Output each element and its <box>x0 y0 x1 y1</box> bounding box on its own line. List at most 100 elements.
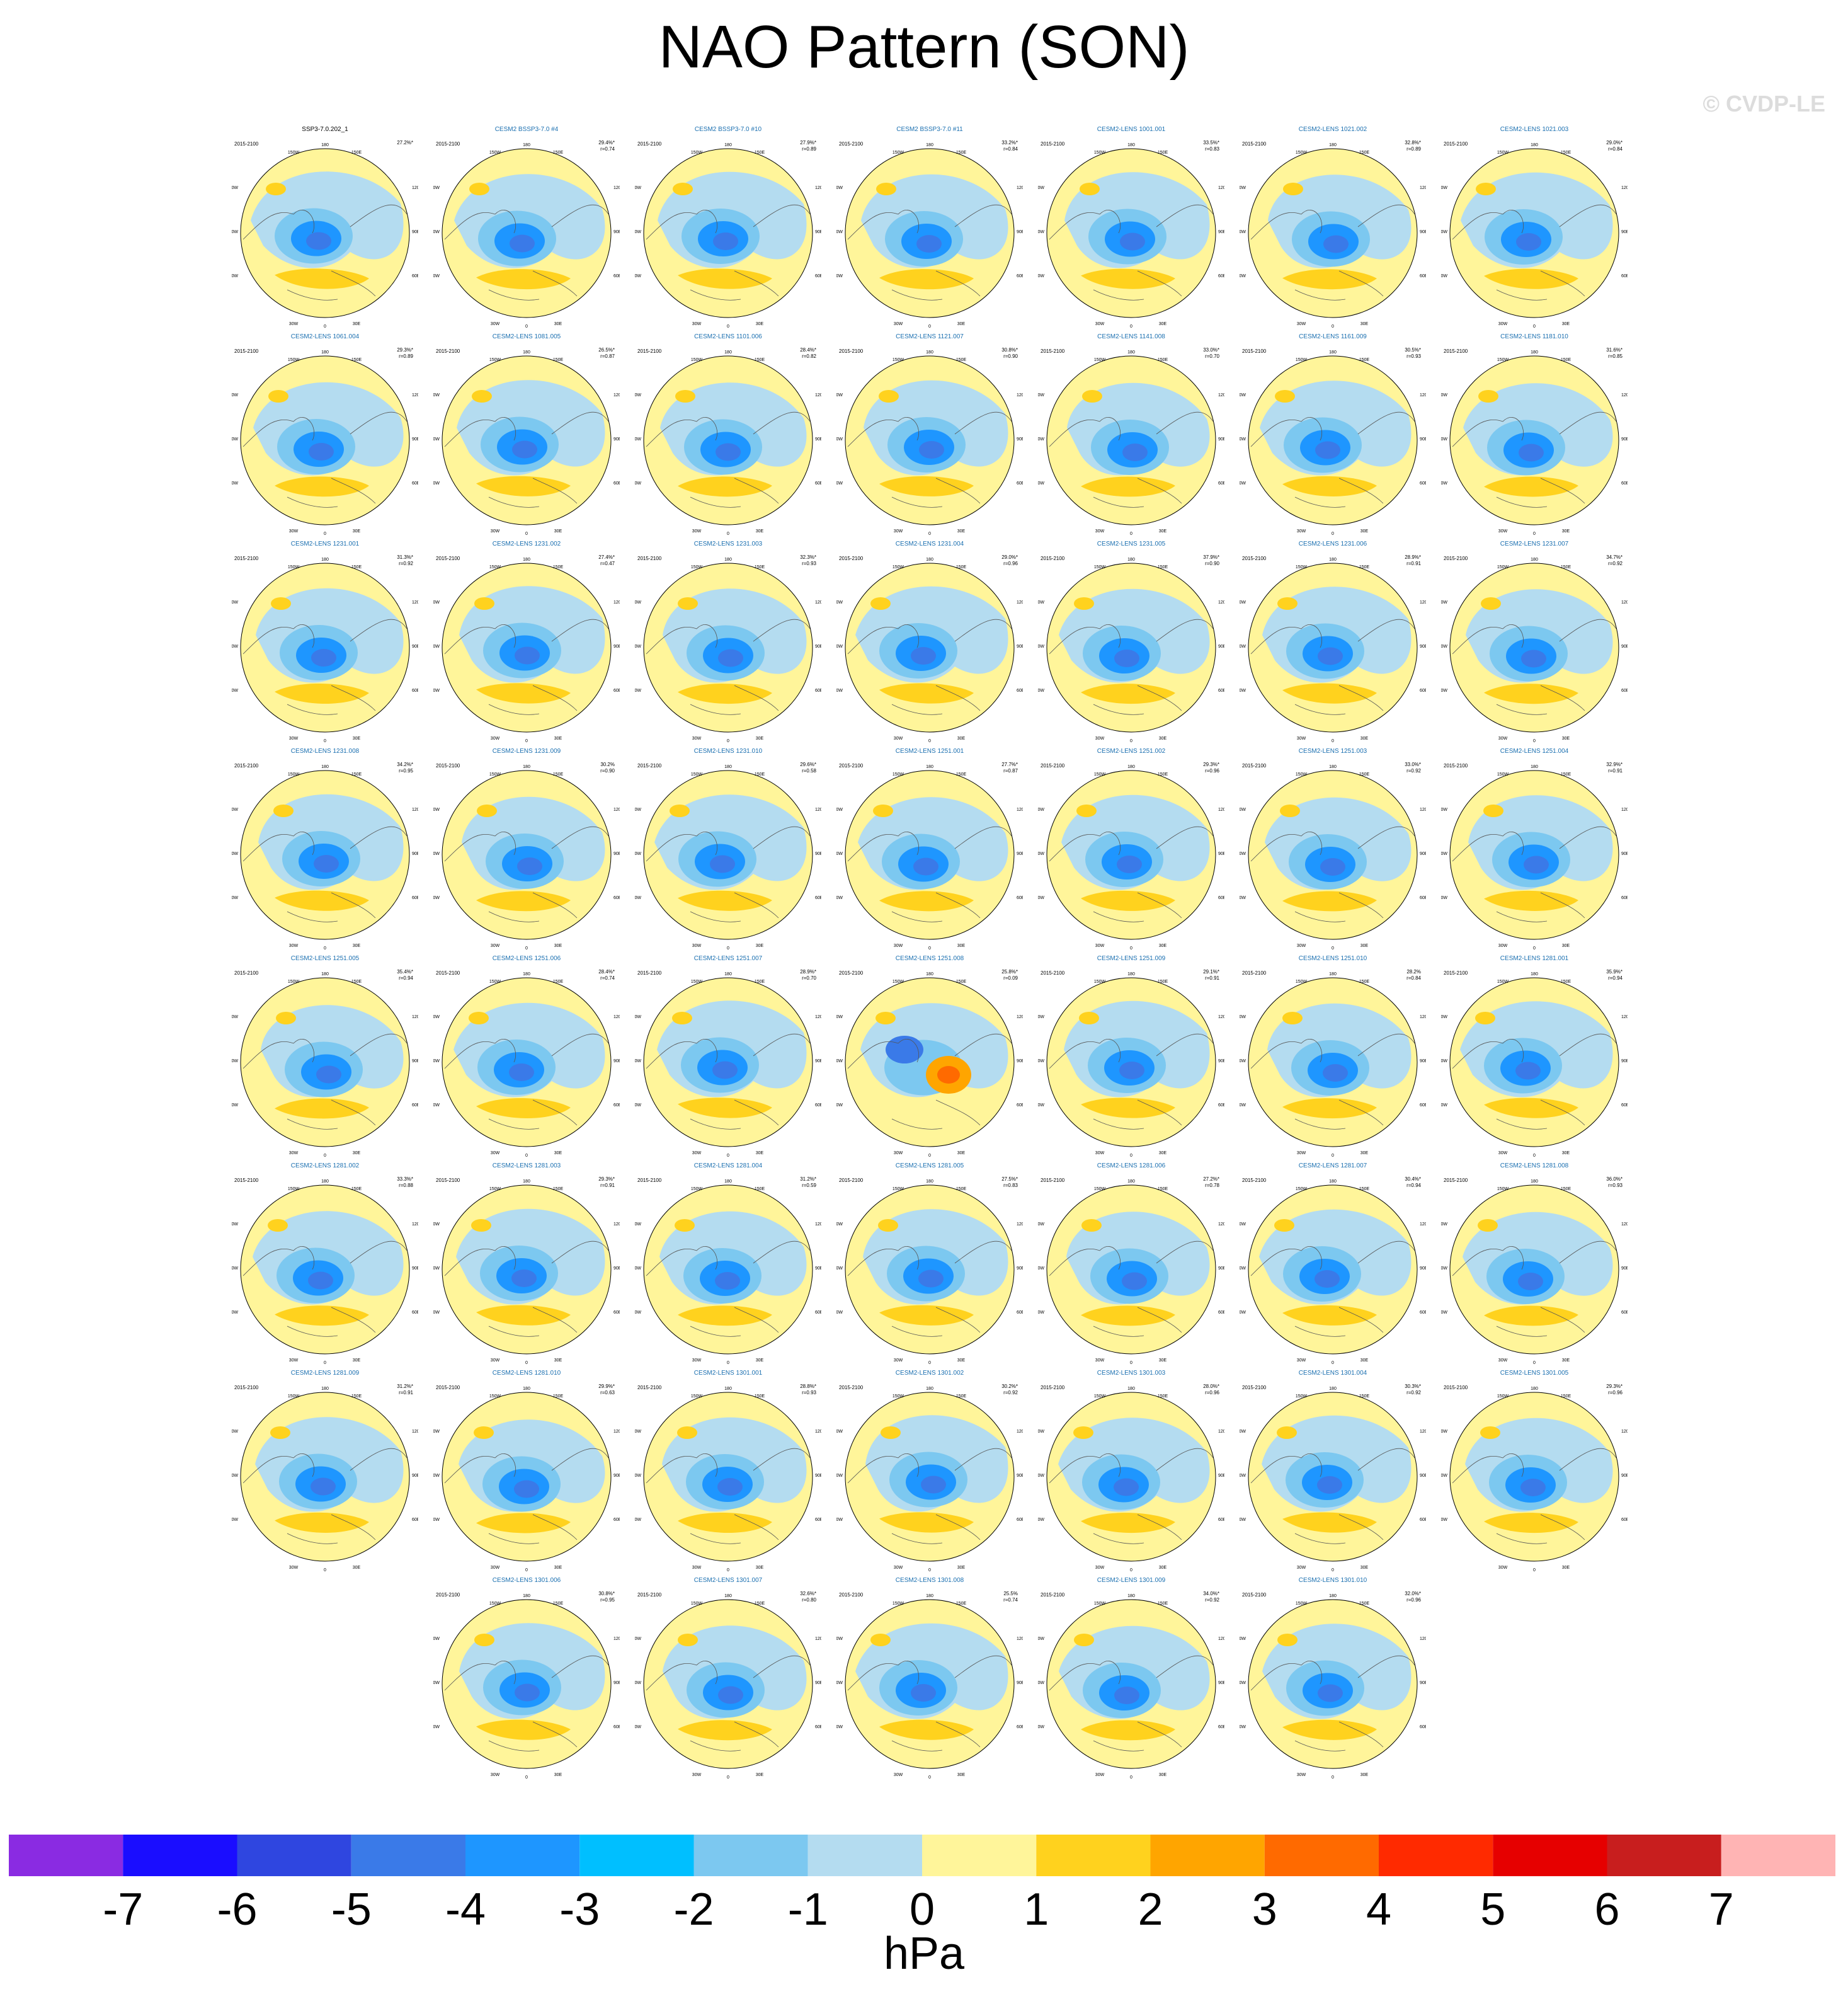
panel-period: 2015-2100 <box>234 1177 259 1183</box>
panel-title: CESM2-LENS 1251.002 <box>1097 748 1166 755</box>
longitude-label: 150W <box>489 980 501 984</box>
panel-period: 2015-2100 <box>234 556 259 561</box>
longitude-label: 120W <box>635 1430 641 1434</box>
panel-percent-variance: 32.8%* <box>1405 140 1421 146</box>
longitude-label: 0 <box>324 324 326 328</box>
map-panel: CESM2-LENS 1251.004 2015-2100 32.9%* r=0.91… <box>1441 748 1628 949</box>
panel-pattern-correlation: r=0.47 <box>600 561 615 566</box>
map-panel: CESM2-LENS 1301.003 2015-2100 28.0%* r=0.96… <box>1038 1370 1224 1571</box>
longitude-label: 60E <box>1621 689 1628 693</box>
longitude-label: 120E <box>1621 1430 1628 1434</box>
longitude-label: 90W <box>1441 1474 1447 1478</box>
longitude-label: 150E <box>1359 151 1370 155</box>
map-panel: CESM2-LENS 1281.006 2015-2100 27.2%* r=0.78… <box>1038 1162 1224 1364</box>
panel-title: CESM2-LENS 1281.001 <box>1500 955 1569 962</box>
panel-pattern-correlation: r=0.90 <box>600 768 615 774</box>
longitude-label: 30W <box>491 1566 500 1570</box>
longitude-label: 150W <box>691 772 703 777</box>
panel-period: 2015-2100 <box>1041 1177 1065 1183</box>
colorbar-units: hPa <box>883 1928 965 1979</box>
longitude-label: 180 <box>523 1179 530 1184</box>
panel-percent-variance: 27.9%* <box>800 140 816 146</box>
longitude-label: 60E <box>1017 1518 1023 1522</box>
longitude-label: 0 <box>525 324 528 328</box>
figure-title: NAO Pattern (SON) <box>658 13 1190 81</box>
longitude-label: 90E <box>613 645 620 649</box>
longitude-label: 150E <box>553 565 564 570</box>
longitude-label: 120W <box>1038 1222 1044 1227</box>
longitude-label: 0 <box>727 739 729 742</box>
longitude-label: 60E <box>815 1103 821 1108</box>
panel-period: 2015-2100 <box>637 348 662 354</box>
longitude-label: 0 <box>1533 1568 1536 1571</box>
longitude-label: 90W <box>232 437 238 442</box>
map-panel: CESM2-LENS 1301.006 2015-2100 30.8%* r=0.95… <box>433 1577 620 1779</box>
longitude-label: 120W <box>1441 808 1447 812</box>
panel-percent-variance: 27.7%* <box>1001 762 1018 767</box>
map-panel: CESM2-LENS 1281.009 2015-2100 31.2%* r=0.91… <box>232 1370 418 1571</box>
panel-percent-variance: 27.2%* <box>397 140 413 146</box>
longitude-label: 150W <box>1094 358 1106 362</box>
longitude-label: 180 <box>1531 972 1538 977</box>
polar-map: 180 150W 150E 120W 120E 90W 90E 60W 60E 30W 30E 0 <box>232 765 418 949</box>
longitude-label: 60W <box>433 1103 440 1108</box>
longitude-label: 120E <box>412 186 418 190</box>
panel-period: 2015-2100 <box>436 1177 460 1183</box>
longitude-label: 120E <box>1621 1222 1628 1227</box>
longitude-label: 0 <box>324 532 326 535</box>
longitude-label: 30E <box>554 322 562 326</box>
polar-map: 180 150W 150E 120W 120E 90W 90E 60W 60E 30W 30E 0 <box>232 350 418 535</box>
panel-variance-stats: 32.0%* r=0.96 <box>1405 1591 1421 1603</box>
panel-percent-variance: 29.3%* <box>598 1176 615 1182</box>
panel-pattern-correlation: r=0.84 <box>1003 146 1018 152</box>
longitude-label: 0 <box>727 532 729 535</box>
longitude-label: 30W <box>1095 1773 1105 1777</box>
longitude-label: 90E <box>1218 1681 1224 1685</box>
colorbar-swatch <box>1150 1835 1265 1876</box>
panel-pattern-correlation: r=0.96 <box>1406 1597 1421 1603</box>
panel-variance-stats: 27.5%* r=0.83 <box>1001 1176 1018 1189</box>
polar-map: 180 150W 150E 120W 120E 90W 90E 60W 60E 30W 30E 0 <box>232 143 418 328</box>
longitude-label: 120E <box>613 1015 620 1019</box>
longitude-label: 120E <box>1017 186 1023 190</box>
longitude-label: 90E <box>412 1266 418 1271</box>
longitude-label: 150W <box>691 1394 703 1399</box>
longitude-label: 120E <box>815 808 821 812</box>
panel-title: CESM2-LENS 1281.007 <box>1298 1162 1367 1169</box>
map-panel: CESM2-LENS 1021.003 2015-2100 29.0%* r=0.84… <box>1441 126 1628 328</box>
longitude-label: 150E <box>1158 1602 1168 1606</box>
colorbar-swatch <box>465 1835 580 1876</box>
longitude-label: 30W <box>692 736 702 741</box>
longitude-label: 30E <box>756 736 764 741</box>
longitude-label: 30E <box>1159 1151 1167 1155</box>
longitude-label: 150E <box>1561 772 1571 777</box>
longitude-label: 60W <box>1441 896 1447 900</box>
longitude-label: 120E <box>412 1015 418 1019</box>
longitude-label: 120W <box>232 1430 238 1434</box>
longitude-label: 150W <box>288 1187 300 1191</box>
panel-pattern-correlation: r=0.96 <box>1003 561 1018 566</box>
longitude-label: 150W <box>1296 358 1308 362</box>
longitude-label: 90E <box>1017 437 1023 442</box>
longitude-label: 30W <box>1498 1358 1508 1363</box>
longitude-label: 60W <box>836 1725 843 1729</box>
longitude-label: 120E <box>815 600 821 605</box>
longitude-label: 60W <box>433 896 440 900</box>
panel-title: CESM2-LENS 1231.005 <box>1097 541 1166 547</box>
longitude-label: 150E <box>755 1602 765 1606</box>
longitude-label: 30W <box>692 1773 702 1777</box>
longitude-label: 60W <box>1240 1518 1246 1522</box>
panel-title: CESM2-LENS 1231.004 <box>895 541 964 547</box>
longitude-label: 180 <box>1329 1387 1337 1391</box>
longitude-label: 30E <box>756 1151 764 1155</box>
polar-map: 180 150W 150E 120W 120E 90W 90E 60W 60E 30W 30E 0 <box>1240 1179 1426 1364</box>
map-panel: CESM2-LENS 1061.004 2015-2100 29.3%* r=0.89… <box>232 333 418 535</box>
panel-variance-stats: 30.8%* r=0.90 <box>1001 347 1018 360</box>
panel-period: 2015-2100 <box>839 1592 864 1598</box>
longitude-label: 30W <box>894 736 903 741</box>
longitude-label: 120W <box>1441 393 1447 398</box>
polar-map: 180 150W 150E 120W 120E 90W 90E 60W 60E 30W 30E 0 <box>433 1594 620 1779</box>
longitude-label: 0 <box>1533 532 1536 535</box>
longitude-label: 180 <box>1127 350 1135 355</box>
longitude-label: 90E <box>815 852 821 856</box>
